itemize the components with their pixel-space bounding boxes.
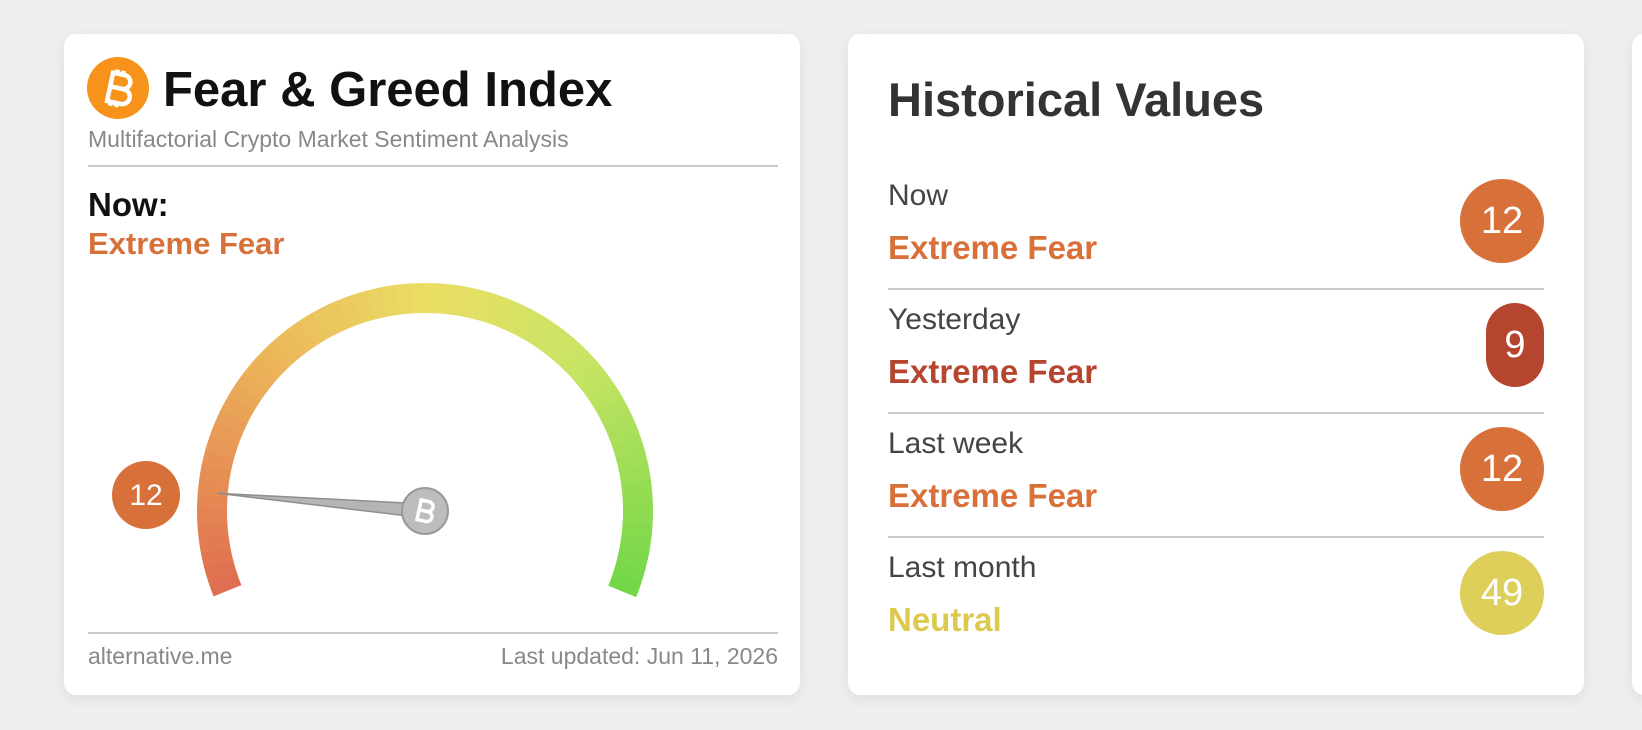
period: Last week: [888, 427, 1024, 460]
gauge-arc: [228, 382, 262, 412]
gauge-arc: [199, 464, 232, 485]
gauge-arc: [573, 360, 606, 391]
gauge-arc: [198, 534, 231, 554]
gauge-arc: [395, 283, 413, 315]
gauge-arc: [616, 547, 649, 569]
gauge-arc: [209, 421, 243, 447]
value-badge: 12: [1460, 179, 1544, 263]
gauge-arc: [602, 409, 636, 435]
divider: [888, 288, 1544, 290]
gauge-arc: [589, 383, 623, 412]
gauge-arc: [214, 408, 249, 435]
gauge-arc: [338, 294, 363, 328]
gauge-arc: [324, 299, 351, 334]
gauge-arc: [235, 370, 269, 401]
gauge-arc: [608, 572, 642, 598]
gauge-arc: [621, 522, 653, 540]
gauge-arc: [200, 547, 234, 569]
gauge-arc: [437, 283, 456, 315]
gauge-arc: [564, 349, 597, 381]
gauge-arc: [534, 321, 564, 355]
gauge-arc: [201, 449, 235, 472]
period: Last month: [888, 551, 1037, 584]
needle-hub-icon: [414, 497, 435, 524]
gauge-arc: [488, 294, 513, 329]
gauge: 12: [112, 283, 653, 598]
now-label: Now:: [88, 186, 169, 223]
gauge-value-label: 12: [129, 479, 162, 512]
gauge-arc: [475, 290, 499, 324]
gauge-arc: [512, 306, 540, 340]
card-title: Historical Values: [888, 73, 1265, 126]
gauge-arc: [208, 572, 242, 597]
gauge-arc: [286, 320, 317, 354]
gauge-arc: [204, 559, 238, 583]
period: Yesterday: [888, 303, 1021, 336]
history-card: Historical Values Now Extreme Fear 12 Ye…: [848, 34, 1584, 695]
status: Extreme Fear: [888, 353, 1098, 390]
gauge-arc: [275, 329, 306, 362]
gauge-arc: [554, 339, 587, 372]
gauge-arc: [544, 329, 576, 363]
footer-updated: Last updated: Jun 11, 2026: [500, 643, 778, 669]
gauge-arc: [311, 305, 339, 340]
footer-source: alternative.me: [88, 643, 233, 669]
status: Neutral: [888, 601, 1002, 638]
gauge-arc: [366, 287, 388, 320]
gauge-arc: [523, 313, 552, 347]
now-status: Extreme Fear: [88, 226, 285, 261]
gauge-arc: [380, 284, 401, 317]
gauge-arc: [254, 348, 287, 380]
status: Extreme Fear: [888, 477, 1098, 514]
bitcoin-icon: [87, 57, 149, 119]
gauge-arc: [595, 396, 630, 424]
gauge-arc: [619, 535, 652, 555]
gauge-arc: [221, 395, 255, 423]
gauge-arc: [197, 479, 229, 497]
divider: [88, 165, 778, 167]
divider: [88, 632, 778, 634]
gauge-arc: [612, 560, 646, 584]
value-badge: 12: [1460, 427, 1544, 511]
card-title: Fear & Greed Index: [163, 63, 613, 117]
gauge-arc: [205, 435, 239, 459]
gauge-needle: [217, 492, 427, 519]
subtitle: Multifactorial Crypto Market Sentiment A…: [88, 126, 569, 152]
next-card-edge: [1632, 34, 1642, 695]
gauge-arc: [463, 287, 485, 320]
status: Extreme Fear: [888, 229, 1098, 266]
gauge-arc: [197, 521, 229, 540]
gauge-arc: [607, 422, 641, 448]
gauge-card: Fear & Greed Index Multifactorial Crypto…: [64, 34, 800, 695]
value-badge: 9: [1486, 303, 1544, 387]
gauge-arc: [618, 465, 651, 485]
gauge-arc: [264, 338, 296, 371]
gauge-arc: [244, 359, 278, 390]
gauge-value-badge: [112, 461, 180, 529]
gauge-arc: [621, 479, 653, 498]
divider: [888, 412, 1544, 414]
value-badge: 49: [1460, 551, 1544, 635]
divider: [888, 536, 1544, 538]
gauge-arc: [500, 300, 527, 334]
period: Now: [888, 179, 949, 212]
gauge-arc: [612, 436, 646, 460]
gauge-arc: [450, 284, 471, 317]
gauge-arc: [197, 493, 228, 510]
gauge-arc: [581, 371, 615, 401]
gauge-arc: [622, 494, 653, 511]
gauge-arc: [615, 450, 649, 472]
gauge-arc: [298, 312, 328, 347]
gauge-arc: [352, 290, 375, 324]
